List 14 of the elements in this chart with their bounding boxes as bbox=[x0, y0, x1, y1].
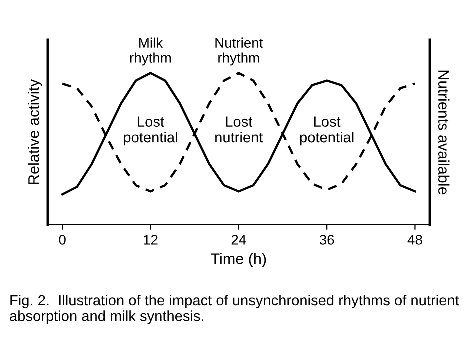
x-tick-label: 12 bbox=[144, 235, 158, 245]
x-tick-label: 36 bbox=[320, 235, 334, 245]
y-axis-title: Relative activity bbox=[28, 79, 42, 184]
series-label: Milk rhythm bbox=[130, 38, 172, 66]
annotation: Lost potential bbox=[124, 116, 178, 146]
x-tick-label: 0 bbox=[59, 235, 66, 245]
x-axis-title: Time (h) bbox=[211, 253, 266, 268]
caption: Fig. 2. Illustration of the impact of unsynchronised rhythms of nutrient absorption and milk synthesis. bbox=[10, 294, 460, 324]
x-tick-label: 48 bbox=[408, 235, 422, 245]
series-label: Nutrient rhythm bbox=[216, 38, 264, 66]
y2-axis-title: Nutrients available bbox=[438, 70, 450, 195]
x-tick-label: 24 bbox=[232, 235, 246, 245]
annotation: Lost potential bbox=[300, 116, 354, 146]
annotation: Lost nutrient bbox=[216, 116, 264, 143]
